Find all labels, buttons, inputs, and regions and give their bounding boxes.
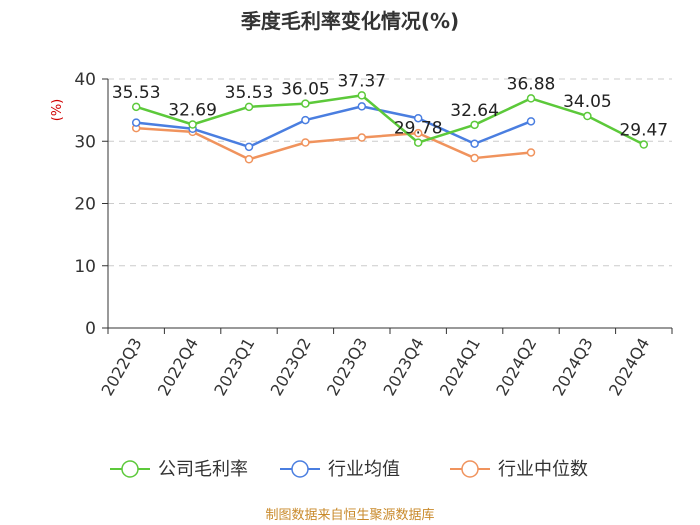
y-axis-unit: (%)	[50, 99, 65, 122]
x-tick-label: 2023Q3	[323, 335, 371, 399]
y-tick-label: 0	[85, 319, 96, 339]
data-point	[470, 120, 479, 130]
legend-label: 行业均值	[328, 459, 400, 480]
data-point	[301, 138, 310, 147]
series-line	[134, 94, 646, 146]
data-point	[583, 111, 592, 121]
data-point	[131, 118, 141, 127]
data-label: 36.88	[507, 74, 556, 94]
data-label: 36.05	[281, 80, 330, 100]
data-point	[244, 155, 254, 164]
data-label: 35.53	[112, 83, 161, 103]
legend: 公司毛利率 行业均值 行业中位数	[110, 459, 588, 480]
data-label: 29.78	[394, 119, 443, 139]
data-point	[188, 120, 197, 129]
x-tick-label: 2022Q3	[97, 335, 145, 399]
legend-marker	[461, 460, 479, 478]
source-note: 制图数据来自恒生聚源数据库	[265, 507, 434, 523]
x-tick-label: 2023Q1	[210, 335, 258, 399]
y-tick-label: 40	[74, 70, 96, 90]
y-tick-label: 10	[74, 257, 96, 277]
data-point	[357, 102, 367, 111]
legend-label: 公司毛利率	[158, 459, 248, 480]
series-line	[134, 126, 533, 161]
legend-item: 行业中位数	[450, 459, 588, 480]
data-label: 35.53	[225, 83, 274, 103]
legend-label: 行业中位数	[498, 459, 588, 480]
data-point	[244, 102, 254, 112]
gridlines	[108, 78, 672, 267]
data-point	[357, 133, 367, 142]
x-tick-label: 2024Q1	[436, 334, 484, 398]
data-point	[526, 117, 536, 126]
data-label: 32.64	[450, 101, 499, 121]
data-label: 34.05	[563, 92, 612, 112]
data-point	[413, 128, 423, 138]
data-label: 29.47	[619, 121, 668, 141]
x-tick-label: 2024Q3	[549, 335, 597, 399]
data-point	[470, 139, 479, 148]
series-lines	[131, 91, 649, 164]
data-point	[470, 153, 479, 163]
legend-marker	[291, 460, 309, 478]
data-point	[413, 138, 423, 147]
data-point	[639, 140, 649, 149]
x-tick-label: 2022Q4	[154, 335, 202, 399]
y-tick-label: 30	[74, 132, 96, 152]
data-label: 32.69	[168, 101, 217, 121]
data-point	[526, 148, 536, 157]
data-point	[131, 102, 141, 112]
data-point	[357, 91, 367, 100]
data-point	[244, 142, 254, 152]
data-labels: 35.53 32.69 35.53 36.05 37.37 29.78 32.64 36.88…	[112, 71, 668, 140]
series-line	[134, 105, 533, 149]
data-label: 37.37	[337, 71, 386, 91]
chart-title: 季度毛利率变化情况(%)	[240, 9, 459, 33]
y-tick-label: 20	[74, 195, 96, 215]
x-tick-label: 2023Q2	[267, 335, 315, 399]
x-tick-label: 2024Q2	[492, 335, 540, 399]
legend-item: 行业均值	[280, 459, 400, 480]
data-point	[301, 99, 310, 108]
data-point	[301, 115, 310, 125]
data-point	[526, 94, 536, 103]
legend-item: 公司毛利率	[110, 459, 248, 480]
x-tick-label: 2023Q4	[379, 335, 427, 399]
x-tick-label: 2024Q4	[605, 335, 653, 399]
data-point	[413, 113, 423, 123]
legend-marker	[121, 460, 139, 478]
